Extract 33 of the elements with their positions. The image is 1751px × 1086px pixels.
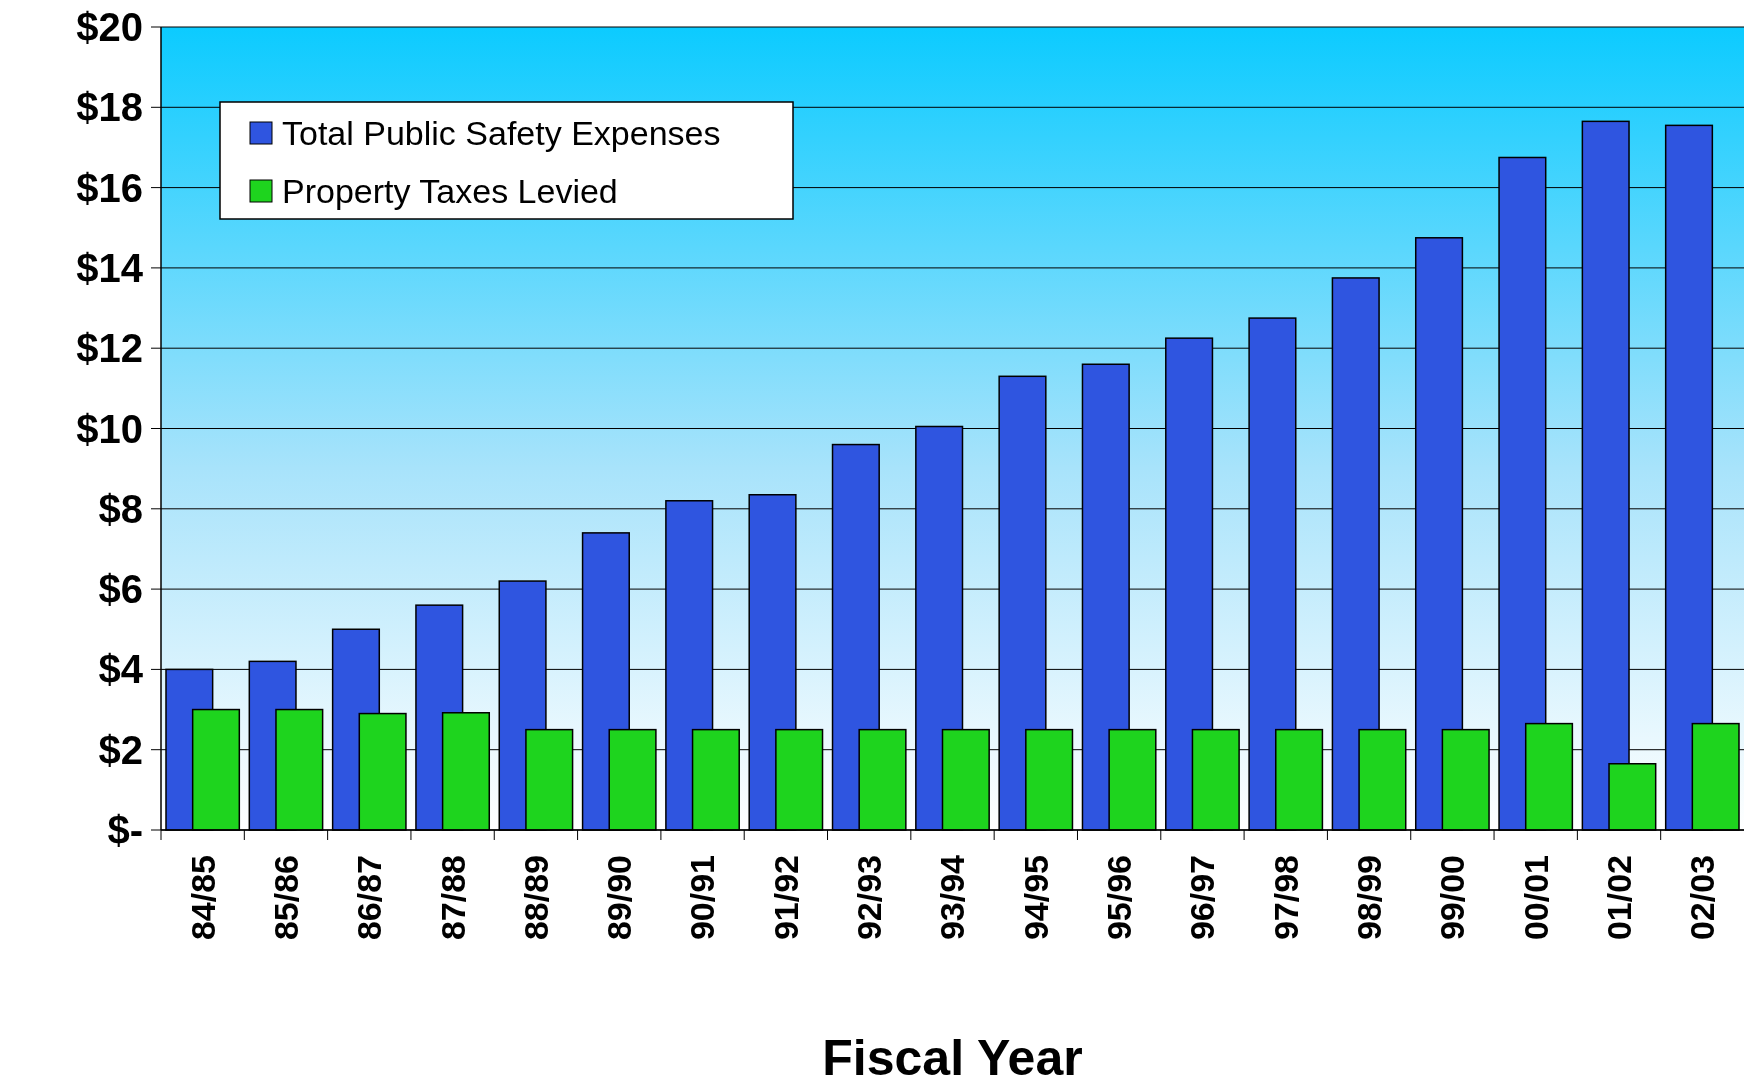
x-tick-label: 99/00: [1433, 855, 1472, 941]
x-tick-label: 88/89: [516, 855, 555, 941]
legend-label: Property Taxes Levied: [282, 171, 618, 210]
y-tick-label: $18: [76, 85, 143, 130]
x-tick-label: 85/86: [266, 855, 305, 941]
x-tick-label: 01/02: [1599, 855, 1638, 941]
x-axis-title: Fiscal Year: [822, 1030, 1083, 1086]
x-tick-label: 93/94: [933, 854, 972, 941]
x-tick-label: 91/92: [766, 855, 805, 941]
x-tick-label: 96/97: [1183, 855, 1222, 941]
x-tick-label: 84/85: [183, 855, 222, 941]
x-tick-label: 97/98: [1266, 855, 1305, 941]
y-tick-label: $2: [98, 727, 143, 772]
y-tick-label: $16: [76, 165, 143, 210]
y-tick-label: $12: [76, 326, 143, 371]
x-tick-label: 02/03: [1683, 855, 1722, 941]
legend-label: Total Public Safety Expenses: [282, 113, 721, 152]
x-tick-label: 90/91: [683, 855, 722, 941]
y-tick-label: $8: [98, 486, 143, 531]
y-tick-label: $6: [98, 567, 143, 612]
x-tick-label: 87/88: [433, 855, 472, 941]
x-tick-label: 95/96: [1100, 855, 1139, 941]
x-tick-label: 98/99: [1349, 855, 1388, 941]
x-tick-label: 94/95: [1016, 855, 1055, 941]
x-tick-label: 92/93: [850, 855, 889, 941]
y-tick-label: $20: [76, 5, 143, 49]
y-tick-label: $-: [107, 808, 143, 852]
y-tick-label: $10: [76, 406, 143, 451]
x-tick-label: 86/87: [350, 855, 389, 941]
y-tick-label: $14: [76, 245, 144, 290]
x-tick-label: 89/90: [600, 855, 639, 941]
x-tick-label: 00/01: [1516, 855, 1555, 941]
y-tick-label: $4: [98, 647, 144, 692]
